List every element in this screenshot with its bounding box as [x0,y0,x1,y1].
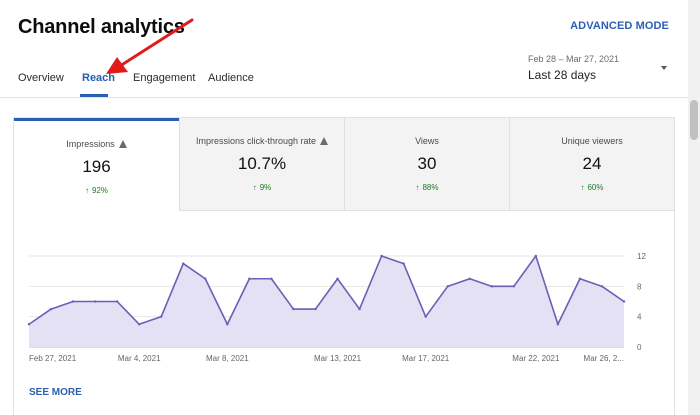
data-point [402,262,405,265]
data-point [270,277,273,280]
x-tick-label: Feb 27, 2021 [29,354,77,363]
data-point [358,307,361,311]
advanced-mode-button[interactable]: ADVANCED MODE [570,20,669,32]
data-point [446,285,449,288]
tab-reach[interactable]: Reach [82,72,116,84]
data-point [556,323,560,326]
data-point [292,307,295,311]
tab-overview[interactable]: Overview [18,72,64,84]
data-point [622,300,626,303]
metric-label: Unique viewers [561,136,623,146]
data-point [380,254,383,258]
scrollbar-thumb[interactable] [690,100,698,140]
metric-change: 88% [422,183,439,192]
arrow-up-icon: ↑ [252,183,257,192]
data-point [226,323,229,326]
active-tab-indicator [80,94,108,97]
metric-tab-views[interactable]: Views 30 ↑ 88% [344,118,509,211]
data-point [115,300,119,303]
metric-value: 24 [582,154,602,173]
x-tick-label: Mar 13, 2021 [314,354,362,363]
y-tick-label: 0 [637,343,642,352]
metric-change: 60% [587,183,604,192]
date-range-text[interactable]: Feb 28 – Mar 27, 2021 [528,54,620,64]
metric-tab-impressions[interactable]: Impressions 196 ↑ 92% [14,118,179,211]
metric-tab-unique-viewers[interactable]: Unique viewers 24 ↑ 60% [509,118,674,211]
tab-bar: Overview Reach Engagement Audience [0,58,688,98]
metric-value: 30 [417,154,437,173]
data-point [468,277,471,280]
y-tick-label: 4 [637,313,642,322]
warning-icon [118,140,127,148]
x-tick-label: Mar 8, 2021 [206,354,249,363]
data-point [204,277,207,280]
metric-label: Impressions click-through rate [195,136,317,146]
x-tick-label: Mar 4, 2021 [118,354,161,363]
metric-value: 196 [82,157,111,176]
chevron-down-icon[interactable] [661,66,667,70]
arrow-up-icon: ↑ [84,186,89,195]
data-point [160,315,163,318]
data-point [534,254,538,258]
x-tick-label: Mar 17, 2021 [402,354,450,363]
vertical-scrollbar[interactable] [688,0,700,415]
data-point [600,285,604,288]
x-tick-label: Mar 26, 2... [584,354,624,363]
warning-icon [320,137,329,145]
data-point [424,315,427,318]
metric-label: Views [415,136,439,146]
data-point [71,300,75,303]
data-point [314,307,317,311]
x-tick-label: Mar 22, 2021 [512,354,560,363]
y-tick-label: 8 [637,282,642,291]
data-point [137,323,141,326]
series-line [28,255,625,326]
data-point [248,277,251,280]
y-tick-label: 12 [637,252,646,261]
arrow-up-icon: ↑ [415,183,420,192]
date-period-select[interactable]: Last 28 days [528,68,597,82]
data-point [93,300,97,303]
data-point [27,323,31,326]
data-point [490,285,493,288]
analytics-card: Impressions 196 ↑ 92% Impressions click-t… [13,117,675,415]
metric-change: 9% [259,183,272,192]
tab-engagement[interactable]: Engagement [133,72,196,84]
see-more-link[interactable]: SEE MORE [29,387,82,398]
metric-change: 92% [91,186,108,195]
arrow-up-icon: ↑ [580,183,585,192]
data-point [578,277,582,280]
tab-audience[interactable]: Audience [208,72,254,84]
data-point [182,262,185,265]
metric-value: 10.7% [237,154,287,173]
data-point [512,285,516,288]
data-point [336,277,339,280]
data-point [49,307,53,311]
metric-label: Impressions [66,139,115,149]
metric-tab-ctr[interactable]: Impressions click-through rate 10.7% ↑ 9% [179,118,344,211]
